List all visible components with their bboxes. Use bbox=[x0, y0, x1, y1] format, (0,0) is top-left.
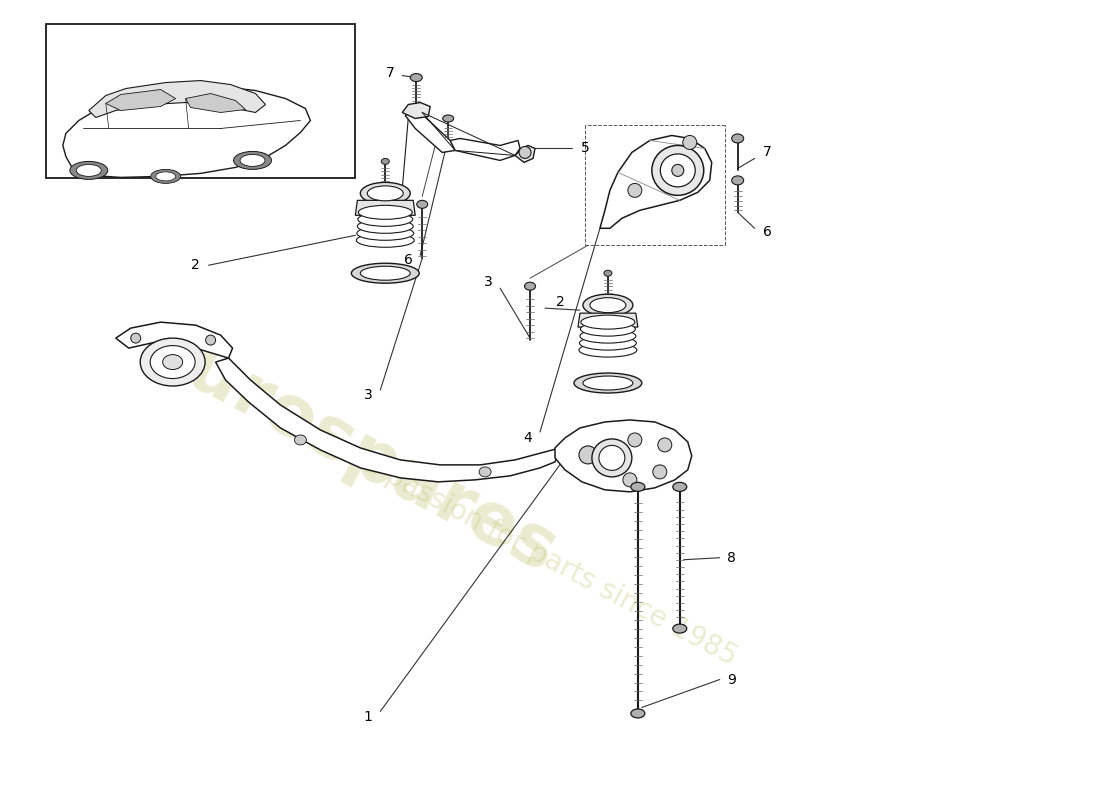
Text: a passion for parts since 1985: a passion for parts since 1985 bbox=[359, 449, 741, 670]
Ellipse shape bbox=[367, 186, 404, 201]
Ellipse shape bbox=[525, 282, 536, 290]
Text: 4: 4 bbox=[524, 431, 532, 445]
Ellipse shape bbox=[628, 183, 641, 198]
Bar bbox=[46, 24, 355, 178]
Text: 6: 6 bbox=[763, 226, 772, 239]
Polygon shape bbox=[106, 90, 176, 110]
Ellipse shape bbox=[604, 270, 612, 276]
Ellipse shape bbox=[590, 298, 626, 313]
Ellipse shape bbox=[156, 172, 176, 181]
Ellipse shape bbox=[358, 212, 412, 226]
Ellipse shape bbox=[583, 376, 632, 390]
Ellipse shape bbox=[673, 624, 686, 633]
Ellipse shape bbox=[628, 433, 641, 447]
Polygon shape bbox=[600, 135, 712, 228]
Polygon shape bbox=[63, 86, 310, 178]
Text: 3: 3 bbox=[364, 388, 373, 402]
Text: 6: 6 bbox=[404, 254, 412, 267]
Text: 9: 9 bbox=[727, 673, 736, 686]
Ellipse shape bbox=[295, 435, 307, 445]
Ellipse shape bbox=[480, 467, 491, 477]
Ellipse shape bbox=[579, 446, 597, 464]
Ellipse shape bbox=[660, 154, 695, 187]
Ellipse shape bbox=[206, 335, 216, 345]
Ellipse shape bbox=[673, 482, 686, 491]
Text: 2: 2 bbox=[191, 258, 200, 272]
Ellipse shape bbox=[442, 115, 453, 122]
Ellipse shape bbox=[580, 329, 636, 343]
Ellipse shape bbox=[356, 234, 415, 247]
Ellipse shape bbox=[658, 438, 672, 452]
Ellipse shape bbox=[583, 294, 632, 316]
Polygon shape bbox=[355, 200, 415, 215]
Polygon shape bbox=[515, 146, 535, 162]
Text: 2: 2 bbox=[556, 295, 564, 309]
Ellipse shape bbox=[732, 176, 744, 185]
Polygon shape bbox=[89, 81, 265, 118]
Ellipse shape bbox=[574, 373, 641, 393]
Text: 5: 5 bbox=[581, 142, 590, 155]
Polygon shape bbox=[405, 110, 455, 153]
Ellipse shape bbox=[581, 322, 636, 336]
Ellipse shape bbox=[652, 465, 667, 479]
Ellipse shape bbox=[69, 162, 108, 179]
Text: 3: 3 bbox=[484, 275, 493, 290]
Ellipse shape bbox=[410, 74, 422, 82]
Ellipse shape bbox=[580, 336, 636, 350]
Ellipse shape bbox=[672, 165, 684, 176]
Text: 8: 8 bbox=[727, 550, 736, 565]
Ellipse shape bbox=[592, 439, 631, 477]
Ellipse shape bbox=[359, 206, 412, 219]
Ellipse shape bbox=[151, 170, 180, 183]
Ellipse shape bbox=[581, 315, 635, 329]
Ellipse shape bbox=[356, 226, 414, 240]
Ellipse shape bbox=[683, 135, 696, 150]
Ellipse shape bbox=[631, 709, 645, 718]
Polygon shape bbox=[450, 138, 520, 161]
Polygon shape bbox=[216, 358, 560, 482]
Ellipse shape bbox=[417, 200, 428, 208]
Ellipse shape bbox=[358, 219, 414, 234]
Ellipse shape bbox=[76, 165, 101, 176]
Ellipse shape bbox=[623, 473, 637, 487]
Ellipse shape bbox=[361, 182, 410, 204]
Ellipse shape bbox=[351, 263, 419, 283]
Ellipse shape bbox=[233, 151, 272, 170]
Ellipse shape bbox=[652, 146, 704, 195]
Ellipse shape bbox=[519, 146, 531, 158]
Ellipse shape bbox=[151, 346, 195, 378]
Ellipse shape bbox=[382, 158, 389, 165]
Ellipse shape bbox=[361, 266, 410, 280]
Ellipse shape bbox=[598, 446, 625, 470]
Ellipse shape bbox=[131, 333, 141, 343]
Ellipse shape bbox=[631, 482, 645, 491]
Ellipse shape bbox=[163, 354, 183, 370]
Ellipse shape bbox=[140, 338, 205, 386]
Polygon shape bbox=[186, 94, 245, 113]
Text: 7: 7 bbox=[386, 66, 395, 79]
Polygon shape bbox=[556, 420, 692, 492]
Polygon shape bbox=[403, 102, 430, 118]
Text: eurospares: eurospares bbox=[132, 312, 569, 588]
Ellipse shape bbox=[240, 154, 265, 166]
Ellipse shape bbox=[579, 343, 637, 357]
Polygon shape bbox=[578, 313, 638, 327]
Ellipse shape bbox=[732, 134, 744, 143]
Text: 7: 7 bbox=[763, 146, 772, 159]
Polygon shape bbox=[116, 322, 232, 358]
Text: 1: 1 bbox=[364, 710, 373, 725]
